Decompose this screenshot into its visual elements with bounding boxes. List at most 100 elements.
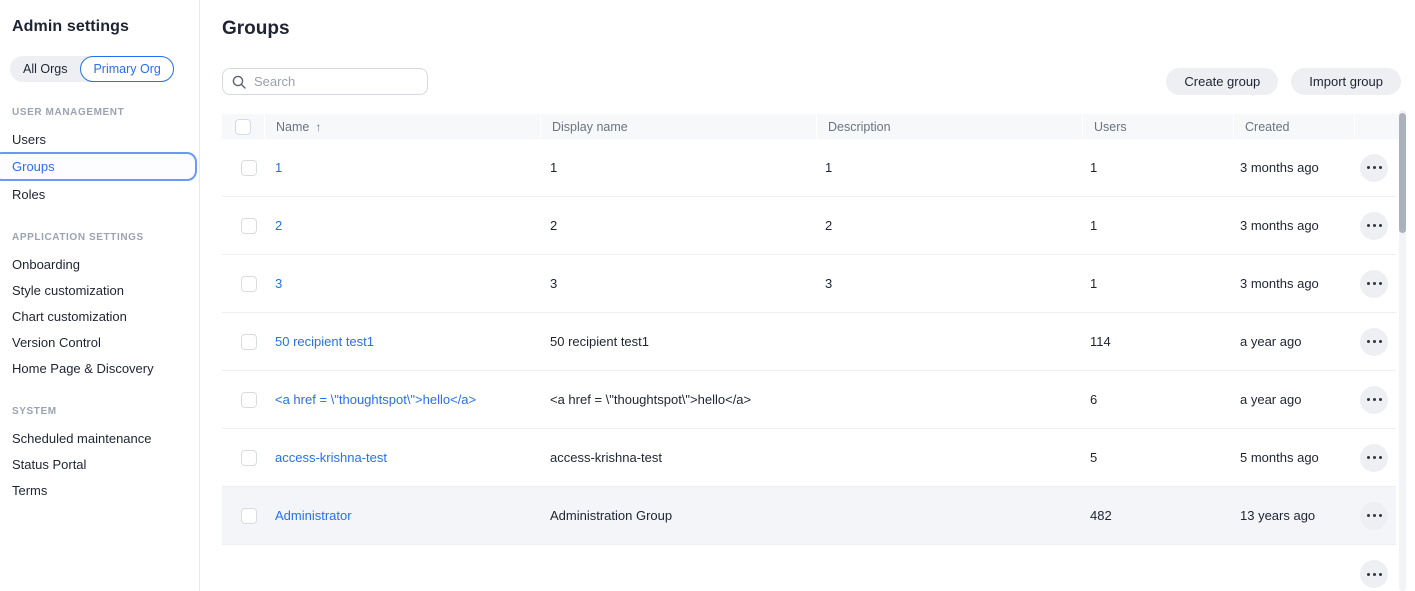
row-checkbox[interactable] (240, 217, 257, 234)
search-box[interactable] (222, 68, 428, 95)
select-all-checkbox[interactable] (235, 118, 251, 135)
search-input[interactable] (254, 74, 418, 89)
row-name-cell: 2 (264, 218, 539, 233)
row-created-cell: a year ago (1240, 392, 1302, 407)
row-users-cell: 482 (1090, 508, 1112, 523)
group-name-link[interactable]: <a href = \"thoughtspot\">hello</a> (275, 392, 477, 407)
table-row: 2 2 2 1 3 months ago (222, 197, 1396, 255)
toolbar: Create group Import group (222, 68, 1401, 95)
group-name-link[interactable]: access-krishna-test (275, 450, 387, 465)
ellipsis-icon (1366, 456, 1370, 459)
row-actions-button[interactable] (1360, 560, 1388, 588)
sidebar-item-version-control[interactable]: Version Control (12, 334, 101, 350)
table-header: Name ↑ Display name Description Users Cr… (222, 114, 1402, 139)
row-actions-button[interactable] (1360, 211, 1388, 240)
sidebar-section-label: USER MANAGEMENT (12, 107, 125, 118)
org-toggle-all-orgs[interactable]: All Orgs (23, 62, 68, 76)
group-name-link[interactable]: Administrator (275, 508, 352, 523)
table-row: Administrator Administration Group 482 1… (222, 487, 1396, 545)
scrollbar-thumb[interactable] (1399, 113, 1406, 233)
row-actions-button[interactable] (1360, 153, 1388, 182)
row-name-cell: 1 (264, 160, 539, 175)
row-display-name-cell: <a href = \"thoughtspot\">hello</a> (550, 392, 752, 407)
row-users-cell: 1 (1090, 276, 1098, 291)
column-header-actions (1355, 114, 1402, 139)
sidebar-item-onboarding[interactable]: Onboarding (12, 256, 80, 272)
sidebar-item-status-portal[interactable]: Status Portal (12, 456, 87, 472)
column-header-users[interactable]: Users (1083, 114, 1233, 139)
ellipsis-icon (1366, 340, 1370, 343)
row-created-cell: 3 months ago (1240, 160, 1319, 175)
row-checkbox[interactable] (240, 159, 257, 176)
column-header-description[interactable]: Description (817, 114, 1082, 139)
sidebar-section-label: SYSTEM (12, 406, 57, 417)
vertical-scrollbar[interactable] (1399, 110, 1406, 591)
row-created-cell: 3 months ago (1240, 218, 1319, 233)
sidebar-section-items: Scheduled maintenance Status Portal Terms (0, 425, 199, 503)
row-checkbox-cell (222, 391, 264, 408)
row-description-cell: 2 (825, 218, 833, 233)
row-actions-cell (1349, 269, 1396, 298)
row-actions-button[interactable] (1360, 443, 1388, 472)
row-actions-button[interactable] (1360, 327, 1388, 356)
row-name-cell: <a href = \"thoughtspot\">hello</a> (264, 392, 539, 407)
sidebar-section: APPLICATION SETTINGS Onboarding Style cus… (0, 232, 199, 381)
table-body: 1 1 1 1 3 months ago 2 2 2 1 3 months ag… (222, 139, 1396, 591)
header-checkbox-cell (222, 114, 264, 139)
sidebar-item-terms[interactable]: Terms (12, 482, 48, 498)
row-users-cell: 1 (1090, 218, 1098, 233)
sidebar-section-items: Onboarding Style customization Chart custo… (0, 251, 199, 381)
org-toggle: All Orgs Primary Org (10, 56, 174, 82)
sidebar-section: USER MANAGEMENT Users Groups Roles (0, 107, 199, 207)
row-checkbox[interactable] (240, 333, 257, 350)
row-actions-cell (1349, 443, 1396, 472)
row-actions-cell (1349, 327, 1396, 356)
row-checkbox[interactable] (240, 449, 257, 466)
sidebar-title: Admin settings (12, 18, 129, 35)
group-name-link[interactable]: 50 recipient test1 (275, 334, 375, 349)
row-actions-button[interactable] (1360, 269, 1388, 298)
sidebar-item-style-customization[interactable]: Style customization (12, 282, 124, 298)
sidebar-nav: USER MANAGEMENT Users Groups Roles APPLICA… (0, 107, 199, 503)
create-group-button[interactable]: Create group (1166, 68, 1279, 95)
groups-table: Name ↑ Display name Description Users Cr… (222, 114, 1402, 591)
row-display-name-cell: 2 (550, 218, 558, 233)
sidebar-item-home-page-discovery[interactable]: Home Page & Discovery (12, 360, 154, 376)
row-actions-button[interactable] (1360, 385, 1388, 414)
row-checkbox-cell (222, 449, 264, 466)
page-title: Groups (222, 18, 290, 39)
table-row: 1 1 1 1 3 months ago (222, 139, 1396, 197)
row-checkbox[interactable] (240, 391, 257, 408)
row-checkbox-cell (222, 507, 264, 524)
main-content: Groups Create group Import group Name (200, 0, 1415, 591)
sidebar-item-users[interactable]: Users (12, 131, 46, 147)
column-header-name-label: Name (276, 119, 310, 134)
sidebar-section-label: APPLICATION SETTINGS (12, 232, 144, 243)
sidebar: Admin settings All Orgs Primary Org USER… (0, 0, 200, 591)
import-group-button[interactable]: Import group (1291, 68, 1401, 95)
ellipsis-icon (1366, 166, 1370, 169)
column-header-display-name[interactable]: Display name (541, 114, 816, 139)
row-created-cell: 13 years ago (1240, 508, 1316, 523)
table-row: 3 3 3 1 3 months ago (222, 255, 1396, 313)
row-checkbox[interactable] (240, 275, 257, 292)
sidebar-item-groups[interactable]: Groups (0, 152, 197, 181)
column-header-name[interactable]: Name ↑ (265, 114, 540, 139)
sidebar-item-roles[interactable]: Roles (12, 186, 46, 202)
group-name-link[interactable]: 2 (275, 218, 283, 233)
row-display-name-cell: 1 (550, 160, 558, 175)
row-created-cell: 3 months ago (1240, 276, 1319, 291)
row-display-name-cell: 3 (550, 276, 558, 291)
row-actions-button[interactable] (1360, 501, 1388, 530)
column-header-created[interactable]: Created (1234, 114, 1354, 139)
row-checkbox[interactable] (240, 507, 257, 524)
ellipsis-icon (1366, 282, 1370, 285)
group-name-link[interactable]: 3 (275, 276, 283, 291)
sidebar-item-chart-customization[interactable]: Chart customization (12, 308, 127, 324)
org-toggle-primary-org[interactable]: Primary Org (80, 56, 174, 82)
row-created-cell: a year ago (1240, 334, 1302, 349)
group-name-link[interactable]: 1 (275, 160, 283, 175)
sidebar-item-scheduled-maintenance[interactable]: Scheduled maintenance (12, 430, 152, 446)
row-name-cell: Administrator (264, 508, 539, 523)
row-created-cell: 5 months ago (1240, 450, 1319, 465)
